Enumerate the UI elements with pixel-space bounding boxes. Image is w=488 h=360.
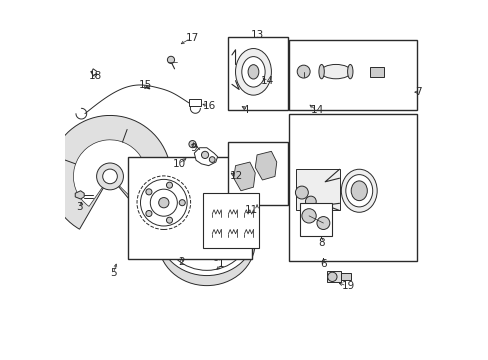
Circle shape xyxy=(327,272,336,282)
Circle shape xyxy=(159,198,168,208)
Text: 6: 6 xyxy=(320,259,326,269)
Bar xyxy=(289,114,416,261)
Circle shape xyxy=(301,209,316,223)
Polygon shape xyxy=(75,191,84,199)
Text: 5: 5 xyxy=(110,268,117,278)
Circle shape xyxy=(167,56,174,63)
Bar xyxy=(228,37,287,110)
Text: 10: 10 xyxy=(172,159,185,169)
Bar xyxy=(128,157,251,259)
Ellipse shape xyxy=(182,210,231,255)
Circle shape xyxy=(145,211,152,216)
Ellipse shape xyxy=(345,175,372,207)
Circle shape xyxy=(140,179,187,226)
Circle shape xyxy=(188,140,196,148)
Ellipse shape xyxy=(213,204,219,209)
Bar xyxy=(188,99,201,107)
Text: 3: 3 xyxy=(76,202,82,212)
Text: 17: 17 xyxy=(185,33,198,43)
Circle shape xyxy=(97,163,123,190)
Circle shape xyxy=(102,169,117,184)
Circle shape xyxy=(209,157,215,162)
Ellipse shape xyxy=(179,213,185,219)
Circle shape xyxy=(137,176,190,229)
Polygon shape xyxy=(255,151,276,180)
Text: 1: 1 xyxy=(217,259,224,269)
Circle shape xyxy=(166,182,172,188)
Ellipse shape xyxy=(350,181,366,201)
Circle shape xyxy=(179,200,185,206)
Bar xyxy=(326,271,340,282)
Bar xyxy=(228,142,287,205)
Circle shape xyxy=(316,217,329,229)
Ellipse shape xyxy=(191,219,222,246)
Text: 19: 19 xyxy=(341,281,354,291)
Circle shape xyxy=(305,196,316,207)
Text: 13: 13 xyxy=(250,30,263,40)
Ellipse shape xyxy=(320,64,350,79)
Ellipse shape xyxy=(213,255,219,260)
Wedge shape xyxy=(73,140,146,206)
Bar xyxy=(289,40,416,110)
Text: 4: 4 xyxy=(242,105,249,115)
Polygon shape xyxy=(233,162,255,191)
Polygon shape xyxy=(194,148,217,166)
Wedge shape xyxy=(49,116,171,229)
Circle shape xyxy=(295,186,308,199)
Text: 15: 15 xyxy=(139,80,152,90)
Text: 14: 14 xyxy=(260,76,273,86)
Text: 9: 9 xyxy=(190,143,197,153)
Ellipse shape xyxy=(158,188,255,275)
Text: 2: 2 xyxy=(178,257,184,267)
Text: 7: 7 xyxy=(414,87,421,97)
Ellipse shape xyxy=(318,64,324,79)
Circle shape xyxy=(166,217,172,223)
Circle shape xyxy=(150,189,177,216)
Ellipse shape xyxy=(234,229,239,235)
Ellipse shape xyxy=(341,169,376,212)
Text: 14: 14 xyxy=(310,105,324,115)
Ellipse shape xyxy=(179,245,185,251)
Ellipse shape xyxy=(347,64,352,79)
Text: 11: 11 xyxy=(244,206,258,216)
Bar xyxy=(296,169,339,211)
Text: 8: 8 xyxy=(318,238,324,248)
Bar xyxy=(340,273,350,280)
Ellipse shape xyxy=(164,194,249,270)
Text: 16: 16 xyxy=(203,102,216,112)
Text: 12: 12 xyxy=(230,171,243,181)
Circle shape xyxy=(201,151,208,158)
Bar xyxy=(203,193,258,248)
Ellipse shape xyxy=(241,57,264,87)
Ellipse shape xyxy=(158,198,255,285)
Text: 18: 18 xyxy=(88,71,102,81)
Circle shape xyxy=(297,65,309,78)
Circle shape xyxy=(145,189,152,195)
Ellipse shape xyxy=(247,65,258,79)
Bar xyxy=(300,203,332,235)
Ellipse shape xyxy=(235,49,271,95)
Bar xyxy=(369,67,384,77)
